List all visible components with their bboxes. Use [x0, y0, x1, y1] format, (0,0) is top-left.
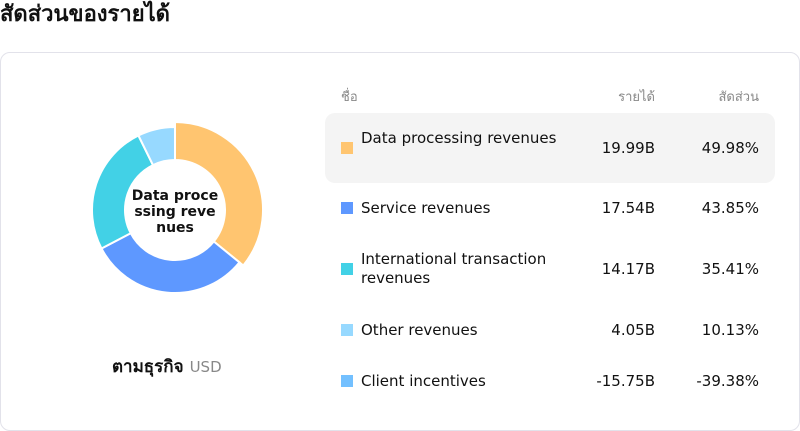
legend-revenue: -15.75B	[596, 372, 655, 390]
legend-revenue: 4.05B	[611, 321, 655, 339]
legend-swatch	[341, 324, 353, 336]
legend-name: Service revenues	[361, 199, 491, 217]
legend-swatch	[341, 263, 353, 275]
legend-share: 43.85%	[701, 199, 759, 217]
legend-share: 49.98%	[701, 139, 759, 157]
legend-name: Other revenues	[361, 321, 478, 339]
legend-row[interactable]: Service revenues 17.54B 43.85%	[325, 173, 775, 243]
legend-name: Data processing revenues	[361, 129, 557, 147]
caption-label: ตามธุรกิจ	[112, 357, 184, 377]
legend-revenue: 19.99B	[601, 139, 655, 157]
legend-share: 10.13%	[701, 321, 759, 339]
legend-swatch	[341, 375, 353, 387]
legend-revenue: 17.54B	[601, 199, 655, 217]
legend-row[interactable]: Other revenues 4.05B 10.13%	[325, 295, 775, 365]
legend-revenue: 14.17B	[601, 260, 655, 278]
header-share: สัดส่วน	[718, 90, 760, 105]
donut-slice-1[interactable]	[100, 231, 241, 294]
legend-share: -39.38%	[696, 372, 759, 390]
header-name: ชื่อ	[341, 90, 358, 105]
header-revenue: รายได้	[618, 90, 655, 105]
legend-swatch	[341, 202, 353, 214]
legend-row[interactable]: Client incentives -15.75B -39.38%	[325, 346, 775, 416]
page-title: สัดส่วนของรายได้	[0, 2, 170, 27]
legend-row[interactable]: International transaction revenues 14.17…	[325, 234, 775, 304]
legend-row[interactable]: Data processing revenues 19.99B 49.98%	[325, 113, 775, 183]
donut-slice-0[interactable]	[174, 120, 264, 267]
legend-share: 35.41%	[701, 260, 759, 278]
legend-name: Client incentives	[361, 372, 486, 390]
chart-caption: ตามธุรกิจ USD	[112, 353, 222, 380]
legend-name: International transaction revenues	[361, 250, 547, 287]
donut-chart[interactable]	[80, 115, 270, 305]
legend-swatch	[341, 142, 353, 154]
currency-unit: USD	[189, 358, 222, 376]
donut-center-label: Data proce ssing reve nues	[131, 188, 219, 236]
donut-slice-3[interactable]	[137, 125, 176, 167]
